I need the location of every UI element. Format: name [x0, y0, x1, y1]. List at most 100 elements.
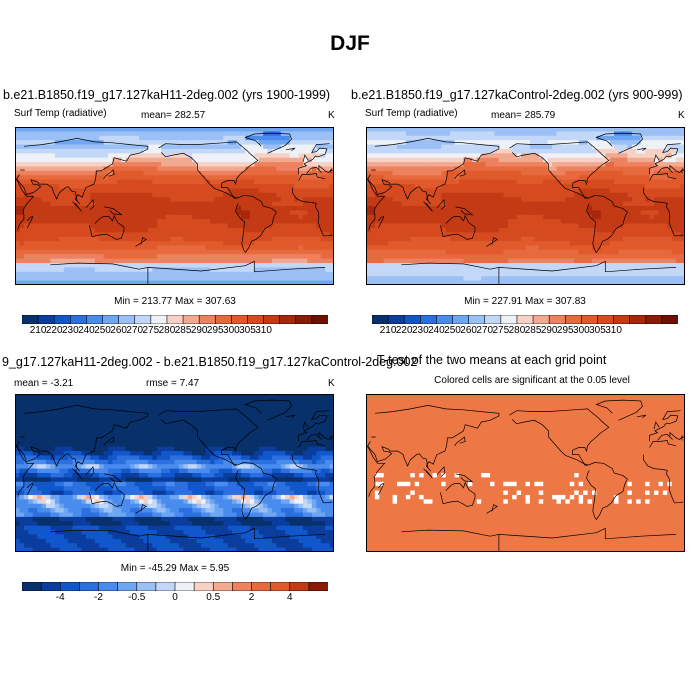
map-cell: [325, 127, 330, 132]
map-cell: [63, 148, 69, 154]
map-cell: [490, 131, 495, 137]
map-cell: [680, 127, 685, 132]
map-cell: [152, 140, 158, 145]
map-cell: [236, 232, 242, 238]
map-cell: [614, 162, 619, 167]
map-cell: [366, 236, 371, 242]
map-cell: [59, 249, 65, 255]
map-cell: [662, 219, 668, 224]
map-cell: [209, 175, 215, 181]
map-cell: [254, 232, 260, 238]
map-cell: [671, 157, 677, 163]
map-cell: [19, 144, 25, 150]
map-cell: [103, 188, 109, 194]
map-cell: [591, 170, 597, 176]
map-cell: [507, 214, 513, 220]
map-cell: [498, 241, 504, 246]
map-cell: [432, 214, 438, 220]
map-cell: [103, 201, 109, 207]
map-cell: [662, 210, 668, 216]
map-cell: [94, 148, 100, 154]
map-cell: [653, 135, 659, 141]
map-cell: [267, 175, 273, 181]
map-cell: [183, 135, 189, 141]
map-cell: [329, 276, 334, 282]
map-cell: [609, 214, 615, 220]
map-cell: [263, 280, 268, 285]
map-cell: [37, 179, 42, 185]
map-cell: [147, 241, 153, 246]
map-cell: [227, 223, 233, 229]
map-cell: [294, 157, 299, 163]
map-cell: [671, 127, 677, 132]
map-cell: [498, 192, 504, 198]
map-cell: [63, 166, 69, 172]
map-cell: [538, 245, 544, 251]
map-cell: [419, 144, 424, 150]
map-cell: [307, 127, 313, 132]
map-cell: [112, 258, 118, 264]
map-cell: [116, 267, 122, 273]
map-cell: [59, 140, 65, 145]
map-cell: [379, 254, 385, 260]
map-cell: [254, 254, 260, 260]
map-cell: [388, 192, 393, 198]
map-cell: [263, 206, 268, 211]
map-cell: [50, 179, 56, 185]
map-cell: [507, 175, 513, 181]
map-cell: [680, 179, 685, 185]
map-cell: [15, 162, 20, 167]
map-cell: [547, 179, 553, 185]
map-cell: [459, 245, 464, 251]
map-cell: [609, 254, 615, 260]
map-cell: [379, 236, 385, 242]
map-cell: [103, 157, 109, 163]
map-cell: [490, 263, 495, 268]
map-cell: [72, 162, 78, 167]
map-cell: [450, 241, 456, 246]
map-cell: [574, 241, 580, 246]
map-cell: [108, 127, 113, 132]
map-cell: [410, 227, 416, 233]
map-cell: [294, 148, 299, 154]
map-cell: [90, 127, 96, 132]
map-cell: [99, 263, 105, 268]
map-cell: [676, 157, 681, 163]
map-cell: [81, 188, 87, 194]
map-cell: [512, 254, 518, 260]
map-cell: [147, 166, 153, 172]
map-cell: [463, 258, 469, 264]
map-cell: [37, 214, 42, 220]
map-cell: [311, 197, 317, 203]
map-cell: [560, 206, 566, 211]
map-cell: [174, 254, 180, 260]
map-cell: [23, 162, 29, 167]
map-cell: [302, 206, 308, 211]
map-cell: [640, 140, 646, 145]
map-cell: [374, 166, 380, 172]
map-cell: [428, 127, 433, 132]
map-cell: [147, 210, 153, 216]
map-cell: [121, 131, 127, 137]
map-cell: [139, 197, 144, 203]
map-cell: [388, 157, 393, 163]
map-cell: [59, 166, 65, 172]
map-cell: [152, 135, 158, 141]
map-cell: [529, 153, 535, 159]
map-cell: [249, 170, 255, 176]
map-cell: [521, 219, 526, 224]
map-cell: [392, 223, 398, 229]
map-cell: [54, 144, 60, 150]
map-cell: [436, 188, 442, 194]
map-cell: [547, 232, 553, 238]
map-cell: [494, 210, 500, 216]
map-cell: [94, 271, 100, 277]
map-cell: [325, 197, 330, 203]
map-cell: [152, 201, 158, 207]
map-cell: [285, 135, 291, 141]
map-cell: [529, 148, 535, 154]
map-cell: [143, 127, 149, 132]
map-cell: [77, 223, 82, 229]
map-cell: [503, 131, 509, 137]
map-cell: [209, 263, 215, 268]
